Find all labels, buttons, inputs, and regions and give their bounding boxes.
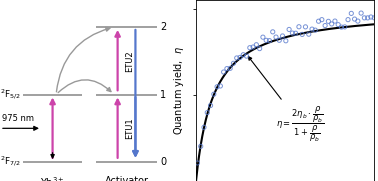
Point (276, 39, 282, 42)
Point (247, 46, 253, 49)
Text: Activator: Activator (105, 176, 149, 181)
Point (352, 18, 358, 20)
Point (273, 36, 279, 39)
Point (194, 161, 200, 164)
Point (198, 145, 204, 148)
Point (243, 55, 249, 58)
Text: 1: 1 (160, 90, 166, 100)
Point (368, 16, 374, 18)
Point (335, 23, 341, 26)
Point (306, 33, 312, 36)
Point (348, 12, 354, 15)
Text: Yb$^{3+}$: Yb$^{3+}$ (40, 176, 65, 181)
Text: ETU1: ETU1 (125, 117, 134, 139)
Point (355, 20, 361, 22)
Text: 2: 2 (160, 22, 167, 32)
Point (224, 67, 230, 70)
Point (302, 25, 308, 28)
Point (234, 56, 240, 59)
Point (371, 16, 377, 19)
Point (312, 29, 318, 32)
Point (283, 39, 289, 42)
Text: $^2$F$_{5/2}$: $^2$F$_{5/2}$ (0, 87, 22, 102)
Point (266, 39, 273, 42)
Point (322, 24, 328, 27)
Point (214, 85, 220, 88)
Point (221, 71, 227, 73)
Point (211, 93, 217, 96)
Point (299, 33, 305, 36)
Point (325, 20, 332, 23)
Point (240, 53, 246, 56)
Point (208, 104, 214, 107)
Point (319, 18, 325, 21)
Point (309, 28, 315, 31)
Point (253, 43, 259, 46)
Point (263, 39, 269, 42)
Y-axis label: Quantum yield,  $\eta$: Quantum yield, $\eta$ (172, 46, 186, 135)
Point (227, 67, 233, 70)
Text: ETU2: ETU2 (125, 50, 134, 72)
Point (293, 32, 299, 35)
Point (289, 32, 295, 35)
Text: $^2$F$_{7/2}$: $^2$F$_{7/2}$ (0, 155, 22, 169)
Point (237, 56, 243, 59)
Point (204, 111, 210, 114)
Point (286, 28, 292, 31)
Point (250, 46, 256, 49)
Point (365, 16, 371, 19)
Point (345, 18, 351, 21)
Text: 0: 0 (160, 157, 166, 167)
Point (260, 36, 266, 39)
Point (270, 30, 276, 33)
Point (316, 20, 322, 23)
Text: 975 nm: 975 nm (2, 114, 34, 123)
Point (296, 25, 302, 28)
Point (231, 62, 237, 65)
Point (342, 26, 348, 28)
Text: $\eta = \dfrac{2\eta_b \cdot \dfrac{\rho}{\rho_b}}{1 + \dfrac{\rho}{\rho_b}}$: $\eta = \dfrac{2\eta_b \cdot \dfrac{\rho… (248, 57, 325, 144)
Point (358, 12, 364, 14)
Point (338, 26, 344, 29)
Point (280, 35, 286, 37)
Point (217, 85, 223, 87)
Point (257, 47, 263, 50)
Point (361, 16, 367, 19)
Point (328, 22, 335, 25)
Point (332, 20, 338, 22)
Point (201, 126, 207, 129)
